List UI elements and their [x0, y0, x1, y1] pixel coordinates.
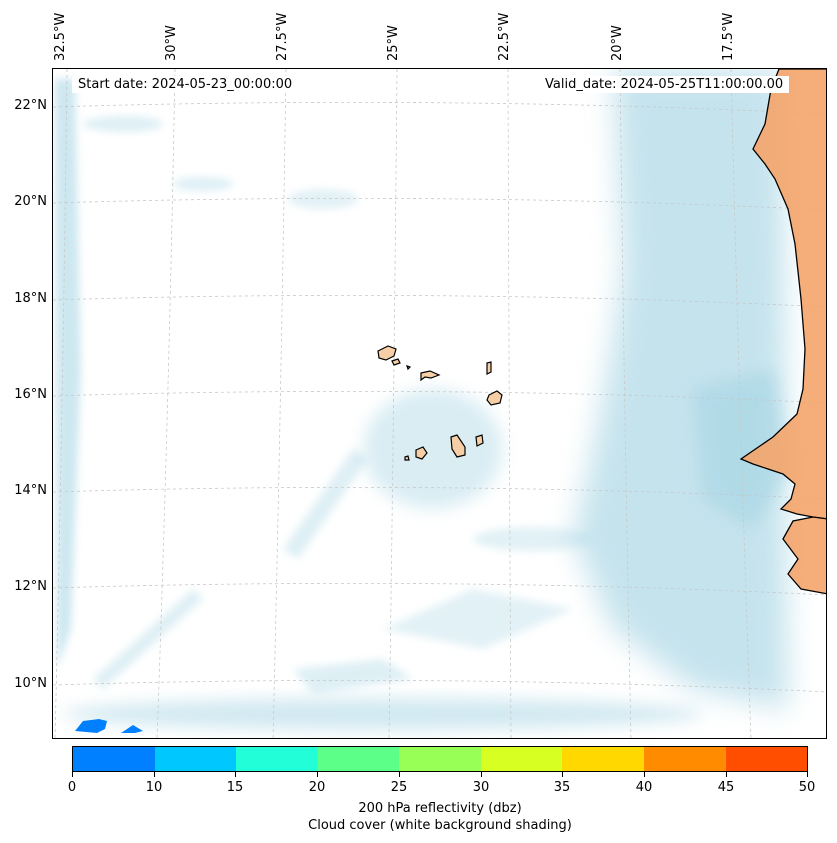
cloud-patch-north-2 — [173, 177, 233, 191]
meridian-30w — [156, 69, 176, 738]
lat-label-12n: 12°N — [14, 579, 47, 594]
colorbar-segment-35-40 — [562, 747, 644, 771]
colorbar-tick — [562, 772, 563, 777]
lon-label-17-5w: 17.5°W — [721, 12, 736, 61]
west-africa-coastline — [739, 69, 826, 520]
island-sao-nicolau — [420, 370, 441, 382]
cape-verde-islands — [377, 345, 503, 461]
colorbar-segment-15-20 — [236, 747, 318, 771]
colorbar-tick-label: 35 — [553, 780, 571, 795]
colorbar — [72, 746, 808, 772]
colorbar-segment-40-45 — [643, 747, 726, 771]
lon-label-20w: 20°W — [610, 25, 625, 61]
cloud-patch-north — [83, 116, 163, 132]
parallel-20n — [53, 197, 826, 211]
cloud-streak-3 — [383, 589, 573, 649]
colorbar-segment-20-25 — [317, 747, 400, 771]
cloud-patch-north-3 — [288, 189, 358, 209]
lat-label-10n: 10°N — [14, 676, 47, 691]
cloud-strip-west — [55, 79, 81, 669]
parallel-10n — [53, 679, 826, 693]
cloud-patch-senegal — [693, 369, 788, 529]
meridian-27-5w — [272, 69, 287, 738]
colorbar-segment-25-30 — [399, 747, 481, 771]
parallel-12n — [53, 582, 826, 596]
colorbar-tick — [317, 772, 318, 777]
island-santa-luzia — [406, 365, 412, 371]
colorbar-tick — [235, 772, 236, 777]
meridian-22-5w — [507, 69, 512, 738]
lon-label-30w: 30°W — [164, 25, 179, 61]
island-santiago — [450, 434, 466, 458]
lat-label-22n: 22°N — [14, 98, 47, 113]
cloud-streak-1 — [283, 449, 368, 559]
parallel-14n — [53, 486, 826, 500]
cloud-band-east — [573, 69, 788, 709]
reflectivity-patch-2 — [121, 725, 143, 733]
island-sal — [486, 361, 492, 375]
colorbar-segment-45-50 — [725, 747, 808, 771]
lon-label-25w: 25°W — [386, 25, 401, 61]
guinea-bissau-coast — [782, 516, 826, 595]
lat-label-18n: 18°N — [14, 291, 47, 306]
colorbar-tick-label: 25 — [390, 780, 408, 795]
colorbar-segment-0-10 — [73, 747, 155, 771]
colorbar-segment-10-15 — [154, 747, 237, 771]
island-brava — [404, 455, 410, 461]
map-panel — [52, 68, 827, 739]
colorbar-tick-label: 30 — [472, 780, 490, 795]
colorbar-segment-30-35 — [480, 747, 563, 771]
map-canvas — [53, 69, 826, 738]
reflectivity-patch-1 — [75, 719, 107, 733]
cloud-streak-2 — [93, 589, 203, 689]
colorbar-tick-label: 45 — [717, 780, 735, 795]
parallel-16n — [53, 390, 826, 404]
colorbar-tick-label: 20 — [308, 780, 326, 795]
island-boa-vista — [486, 390, 503, 406]
colorbar-tick-label: 40 — [635, 780, 653, 795]
valid-date-label: Valid_date: 2024-05-25T11:00:00.00 — [539, 76, 790, 93]
colorbar-tick-label: 0 — [67, 780, 77, 795]
colorbar-tick-label: 10 — [145, 780, 163, 795]
island-santo-antao — [377, 345, 397, 361]
lon-label-27-5w: 27.5°W — [275, 12, 290, 61]
meridian-25w — [388, 69, 398, 738]
island-sao-vicente — [391, 358, 401, 366]
cloud-patch-islands — [363, 389, 503, 509]
lon-label-32-5w: 32.5°W — [53, 12, 68, 61]
meridian-32-5w — [54, 69, 68, 738]
lat-label-16n: 16°N — [14, 387, 47, 402]
colorbar-sublabel: Cloud cover (white background shading) — [308, 818, 572, 833]
colorbar-tick-label: 50 — [798, 780, 816, 795]
colorbar-label: 200 hPa reflectivity (dbz) — [358, 801, 522, 816]
colorbar-tick — [807, 772, 808, 777]
island-fogo — [415, 446, 428, 460]
colorbar-tick — [399, 772, 400, 777]
colorbar-tick — [644, 772, 645, 777]
colorbar-tick — [481, 772, 482, 777]
colorbar-tick — [154, 772, 155, 777]
parallel-22n — [53, 101, 826, 115]
meridian-20w — [619, 69, 632, 738]
colorbar-tick — [726, 772, 727, 777]
island-maio — [475, 434, 484, 447]
cloud-cover-shading — [55, 69, 788, 730]
meridian-17-5w — [730, 69, 752, 738]
lat-label-14n: 14°N — [14, 483, 47, 498]
colorbar-tick-label: 15 — [226, 780, 244, 795]
lat-label-20n: 20°N — [14, 194, 47, 209]
cloud-patch-center — [473, 527, 593, 551]
colorbar-tick — [72, 772, 73, 777]
cloud-streak-4 — [293, 659, 413, 694]
cloud-strip-bottom — [63, 698, 703, 730]
start-date-label: Start date: 2024-05-23_00:00:00 — [72, 76, 299, 93]
lon-label-22-5w: 22.5°W — [497, 12, 512, 61]
graticule — [53, 69, 826, 738]
parallel-18n — [53, 294, 826, 308]
